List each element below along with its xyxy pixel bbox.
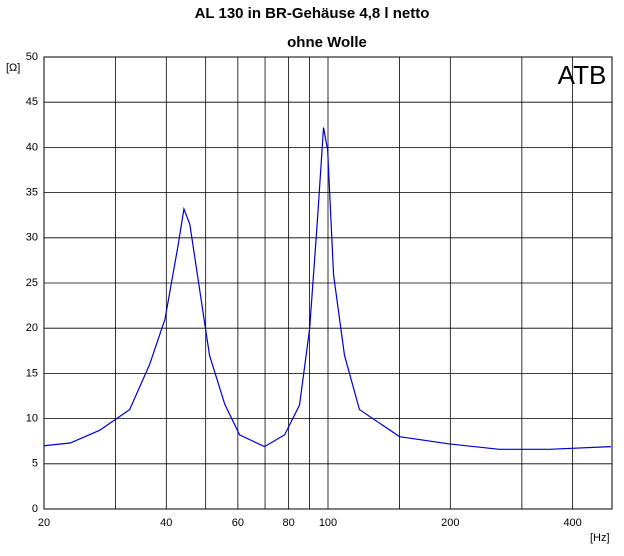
y-tick-label: 50 <box>26 51 38 63</box>
x-tick-label: 80 <box>282 517 294 529</box>
impedance-line <box>43 127 611 450</box>
y-tick-label: 30 <box>26 232 38 244</box>
x-axis-label: [Hz] <box>590 532 610 544</box>
chart-title: AL 130 in BR-Gehäuse 4,8 l netto <box>195 5 430 22</box>
y-tick-label: 25 <box>26 277 38 289</box>
y-tick-label: 15 <box>26 367 38 379</box>
x-tick-label: 40 <box>160 517 172 529</box>
y-tick-label: 20 <box>26 322 38 334</box>
annotation: ATB <box>558 60 607 90</box>
y-tick-label: 0 <box>32 503 38 515</box>
y-tick-label: 5 <box>32 458 38 470</box>
y-tick-label: 40 <box>26 141 38 153</box>
x-tick-label: 200 <box>441 517 459 529</box>
chart-subtitle: ohne Wolle <box>287 34 367 51</box>
y-tick-label: 10 <box>26 413 38 425</box>
x-tick-label: 100 <box>319 517 337 529</box>
x-tick-label: 400 <box>563 517 581 529</box>
y-tick-label: 45 <box>26 96 38 108</box>
x-tick-label: 60 <box>232 517 244 529</box>
y-axis-label: [Ω] <box>6 62 20 74</box>
y-tick-label: 35 <box>26 187 38 199</box>
x-tick-label: 20 <box>38 517 50 529</box>
